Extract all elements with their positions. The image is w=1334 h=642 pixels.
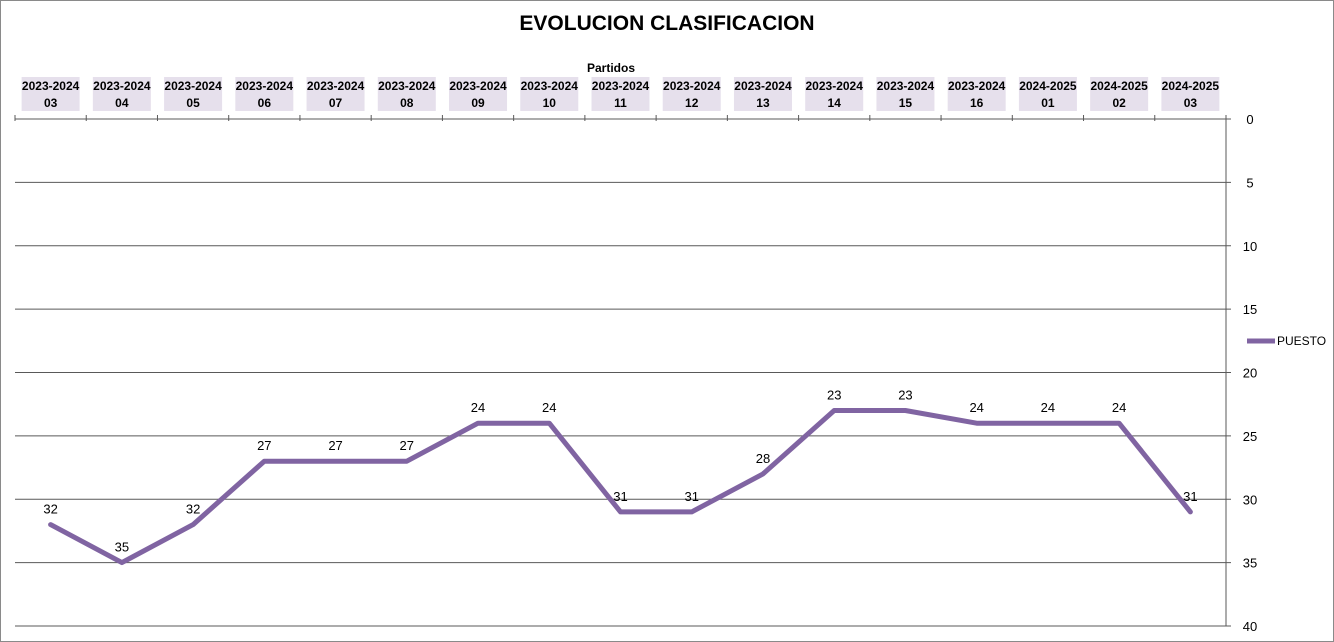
y-tick-label: 35	[1243, 556, 1257, 571]
x-tick-label-bg	[947, 77, 1006, 111]
x-tick-label-season: 2023-2024	[663, 79, 721, 93]
y-tick-label: 40	[1243, 619, 1257, 634]
x-tick-label-bg	[1090, 77, 1149, 111]
data-label: 28	[756, 451, 770, 466]
data-label: 35	[115, 540, 129, 555]
legend-label: PUESTO	[1277, 334, 1326, 348]
data-label: 24	[969, 400, 983, 415]
data-label: 31	[1183, 489, 1197, 504]
data-label: 24	[1041, 400, 1055, 415]
x-tick-label-match: 03	[1184, 96, 1198, 110]
data-label: 31	[685, 489, 699, 504]
x-tick-label-season: 2023-2024	[948, 79, 1006, 93]
data-label: 23	[898, 388, 912, 403]
y-tick-label: 30	[1243, 492, 1257, 507]
x-tick-label-season: 2024-2025	[1090, 79, 1148, 93]
data-label: 24	[542, 400, 556, 415]
x-tick-label-season: 2023-2024	[449, 79, 507, 93]
x-tick-label-bg	[733, 77, 792, 111]
x-tick-label-bg	[662, 77, 721, 111]
x-tick-label-season: 2023-2024	[877, 79, 935, 93]
data-label: 24	[471, 400, 485, 415]
x-tick-label-bg	[591, 77, 650, 111]
x-tick-label-bg	[164, 77, 223, 111]
data-label: 32	[186, 502, 200, 517]
y-tick-label: 5	[1246, 175, 1253, 190]
x-tick-label-season: 2023-2024	[734, 79, 792, 93]
x-tick-label-season: 2023-2024	[521, 79, 579, 93]
data-label: 32	[43, 502, 57, 517]
x-tick-label-season: 2023-2024	[22, 79, 80, 93]
chart-title: EVOLUCION CLASIFICACION	[519, 12, 815, 35]
x-tick-label-match: 13	[756, 96, 770, 110]
x-tick-label-season: 2023-2024	[93, 79, 151, 93]
data-label: 27	[257, 438, 271, 453]
x-tick-label-bg	[306, 77, 365, 111]
x-tick-label-season: 2023-2024	[307, 79, 365, 93]
x-tick-label-match: 09	[471, 96, 485, 110]
x-tick-label-match: 14	[828, 96, 842, 110]
x-axis-title: Partidos	[587, 61, 635, 75]
x-tick-label-season: 2024-2025	[1162, 79, 1220, 93]
y-tick-label: 15	[1243, 302, 1257, 317]
x-tick-label-match: 08	[400, 96, 414, 110]
data-label: 24	[1112, 400, 1126, 415]
x-tick-label-season: 2023-2024	[164, 79, 222, 93]
x-tick-label-bg	[1018, 77, 1077, 111]
x-tick-label-match: 05	[186, 96, 200, 110]
x-tick-label-match: 10	[543, 96, 557, 110]
x-tick-label-match: 06	[258, 96, 272, 110]
data-label: 23	[827, 388, 841, 403]
series-line	[48, 408, 1193, 566]
x-tick-label-bg	[805, 77, 864, 111]
x-tick-label-match: 11	[614, 96, 627, 110]
data-label: 27	[328, 438, 342, 453]
x-tick-label-season: 2023-2024	[592, 79, 650, 93]
x-tick-label-match: 01	[1041, 96, 1055, 110]
y-tick-label: 25	[1243, 429, 1257, 444]
x-tick-label-season: 2023-2024	[378, 79, 436, 93]
x-tick-label-match: 07	[329, 96, 343, 110]
x-tick-label-bg	[21, 77, 80, 111]
x-tick-label-bg	[449, 77, 508, 111]
x-tick-label-bg	[520, 77, 579, 111]
x-tick-label-season: 2024-2025	[1019, 79, 1077, 93]
x-tick-label-bg	[876, 77, 935, 111]
x-tick-label-match: 16	[970, 96, 984, 110]
data-label: 31	[613, 489, 627, 504]
y-tick-label: 20	[1243, 366, 1257, 381]
x-tick-label-season: 2023-2024	[236, 79, 294, 93]
x-tick-label-bg	[1161, 77, 1220, 111]
x-tick-label-match: 02	[1112, 96, 1126, 110]
x-tick-label-match: 15	[899, 96, 913, 110]
x-tick-label-match: 12	[685, 96, 699, 110]
x-tick-label-bg	[235, 77, 294, 111]
y-tick-label: 0	[1246, 112, 1253, 127]
data-label: 27	[400, 438, 414, 453]
x-tick-label-match: 04	[115, 96, 129, 110]
x-tick-label-match: 03	[44, 96, 58, 110]
x-tick-label-season: 2023-2024	[806, 79, 864, 93]
x-tick-label-bg	[92, 77, 151, 111]
y-tick-label: 10	[1243, 239, 1257, 254]
x-tick-label-bg	[377, 77, 436, 111]
